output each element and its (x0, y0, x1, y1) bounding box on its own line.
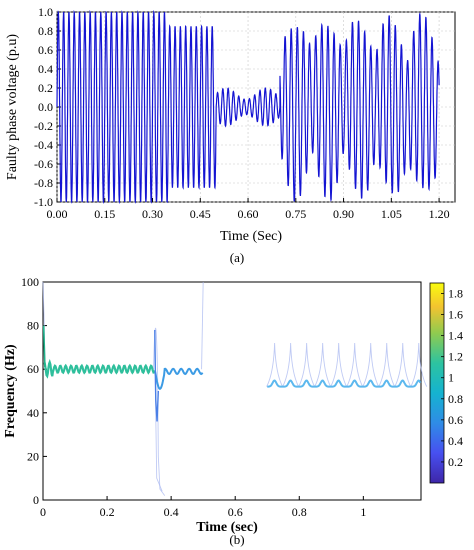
colorbar-tick-label: 1.6 (448, 308, 463, 322)
x-tick-label: 0.6 (228, 505, 243, 519)
chart-b-x-axis-label: Time (sec) (196, 520, 258, 535)
y-tick-label: 80 (27, 319, 39, 333)
y-tick-label: -0.4 (34, 138, 53, 152)
colorbar-tick-label: 0.4 (448, 434, 463, 448)
faint-trace (330, 343, 348, 387)
x-tick-label: 1.20 (429, 207, 450, 221)
faint-trace (201, 281, 204, 370)
faint-trace (378, 343, 396, 387)
faint-trace (266, 343, 284, 387)
chart-a-x-ticks: 0.00 0.15 0.30 0.45 0.60 0.75 0.90 1.05 1.20 (47, 198, 450, 221)
x-tick-label: 1 (360, 505, 366, 519)
colorbar-tick-label: 0.8 (448, 392, 463, 406)
y-tick-label: 0.0 (38, 100, 53, 114)
x-tick-label: 0.30 (142, 207, 163, 221)
x-tick-label: 0.60 (238, 207, 259, 221)
x-tick-label: 1.05 (381, 207, 402, 221)
colorbar-tick-label: 0.2 (448, 455, 463, 469)
y-tick-label: -0.6 (34, 157, 53, 171)
chart-b-series (42, 281, 428, 496)
chart-b-colorbar (429, 282, 445, 484)
frequency-band-postfault (267, 379, 422, 388)
faint-trace (346, 343, 364, 387)
x-tick-label: 0 (40, 505, 46, 519)
y-tick-label: 100 (21, 275, 39, 289)
y-tick-label: 20 (27, 449, 39, 463)
chart-a-y-axis-label: Faulty phase voltage (p.u) (5, 34, 20, 181)
chart-b-y-ticks: 100 80 60 40 20 0 (21, 275, 47, 507)
faint-trace (314, 343, 332, 387)
y-tick-label: 0.6 (38, 43, 53, 57)
y-tick-label: 40 (27, 406, 39, 420)
x-tick-label: 0.8 (292, 505, 307, 519)
x-tick-label: 0.45 (190, 207, 211, 221)
chart-a-series (56, 9, 440, 205)
y-tick-label: -1.0 (34, 195, 53, 209)
chart-b-x-ticks: 0 0.2 0.4 0.6 0.8 1 (40, 496, 366, 519)
chart-b: 100 80 60 40 20 0 0 0.2 0.4 0.6 0.8 1 Time (sec) F… (3, 275, 463, 547)
faint-trace (410, 343, 428, 387)
faint-trace (362, 343, 380, 387)
colorbar-tick-label: 1.8 (448, 287, 463, 301)
x-tick-label: 0.2 (100, 505, 115, 519)
x-tick-label: 0.4 (164, 505, 179, 519)
chart-b-plot-area (42, 281, 422, 501)
x-tick-label: 0.15 (94, 207, 115, 221)
frequency-band-fault (154, 367, 204, 390)
y-tick-label: -0.2 (34, 119, 53, 133)
frequency-transient (154, 329, 160, 422)
y-tick-label: 0.8 (38, 24, 53, 38)
faint-trace (282, 343, 300, 387)
y-tick-label: 0.4 (38, 62, 53, 76)
colorbar-tick-label: 1.4 (448, 329, 463, 343)
x-tick-label: 0.00 (47, 207, 68, 221)
colorbar-tick-label: 1 (448, 371, 454, 385)
y-tick-label: 0 (33, 493, 39, 507)
chart-b-colorbar-ticks: 1.8 1.6 1.4 1.2 1 0.8 0.6 0.4 0.2 (441, 287, 463, 469)
faint-trace (298, 343, 316, 387)
voltage-line (56, 9, 440, 205)
colorbar-tick-label: 1.2 (448, 350, 463, 364)
frequency-spike-start (42, 325, 46, 368)
chart-a-y-ticks: 1.0 0.8 0.6 0.4 0.2 0.0 -0.2 -0.4 -0.6 -0.8 -1.0 (34, 5, 61, 209)
frequency-band-prefault (43, 358, 156, 379)
chart-a-x-axis-label: Time (Sec) (220, 229, 282, 244)
y-tick-label: 0.2 (38, 81, 53, 95)
x-tick-label: 0.75 (285, 207, 306, 221)
faint-trace (394, 343, 412, 387)
y-tick-label: -0.8 (34, 176, 53, 190)
y-tick-label: 60 (27, 362, 39, 376)
colorbar-tick-label: 0.6 (448, 413, 463, 427)
chart-b-panel-label: (b) (229, 532, 244, 547)
chart-a-panel-label: (a) (230, 250, 244, 265)
chart-b-y-axis-label: Frequency (Hz) (3, 344, 18, 438)
y-tick-label: 1.0 (38, 5, 53, 19)
x-tick-label: 0.90 (333, 207, 354, 221)
chart-a: 1.0 0.8 0.6 0.4 0.2 0.0 -0.2 -0.4 -0.6 -0.8 -1.0 0… (5, 5, 456, 265)
